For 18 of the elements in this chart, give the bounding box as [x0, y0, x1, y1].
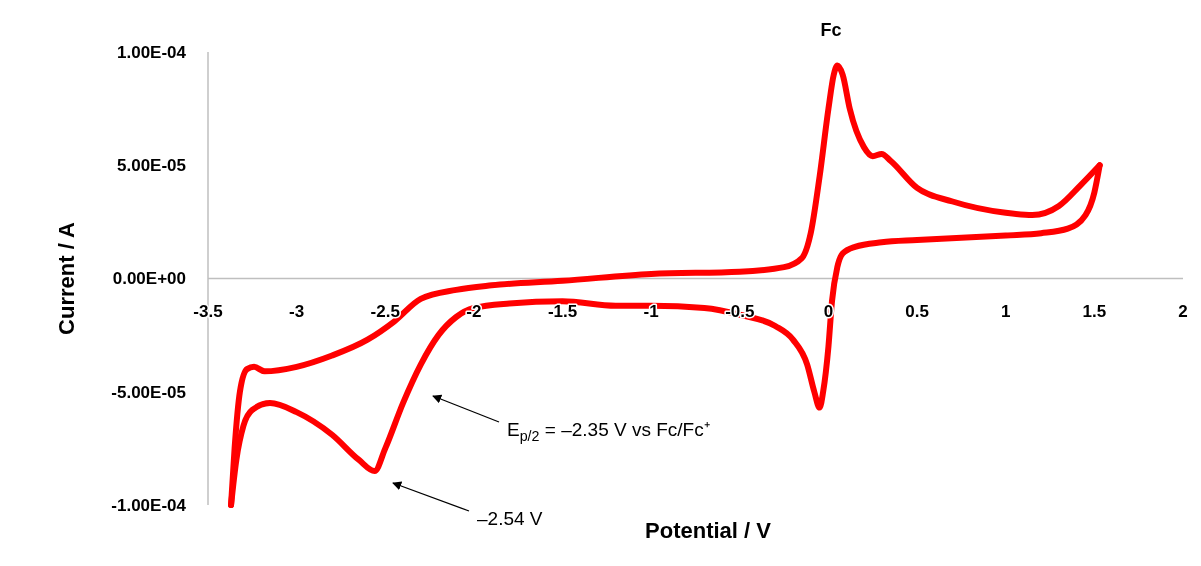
- x-tick-label: -3: [289, 301, 305, 321]
- annotation: E$_{p/2}$ = –2.35 V vs Fc/Fc⁺: [507, 419, 710, 444]
- y-tick-label: 0.00E+00: [112, 269, 186, 289]
- x-tick-label: 0.5: [905, 301, 929, 321]
- x-tick-label: 2: [1178, 301, 1188, 321]
- x-tick-label: -3.5: [193, 301, 223, 321]
- x-tick-label: -1.5: [547, 301, 578, 321]
- y-axis-title: Current / A: [54, 221, 79, 335]
- y-tick-label: 1.00E-04: [117, 42, 187, 62]
- x-tick-label: 1: [1000, 301, 1011, 321]
- y-tick-label: 5.00E-05: [117, 156, 186, 176]
- x-tick-label: 1.5: [1082, 301, 1107, 321]
- x-axis-title: Potential / V: [645, 518, 772, 543]
- text: –2.54 V: [477, 508, 543, 529]
- x-tick-label: -2.5: [370, 301, 400, 321]
- y-tick-label: -1.00E-04: [111, 495, 187, 515]
- text: Fc: [820, 20, 842, 40]
- y-tick-label: -5.00E-05: [111, 382, 186, 402]
